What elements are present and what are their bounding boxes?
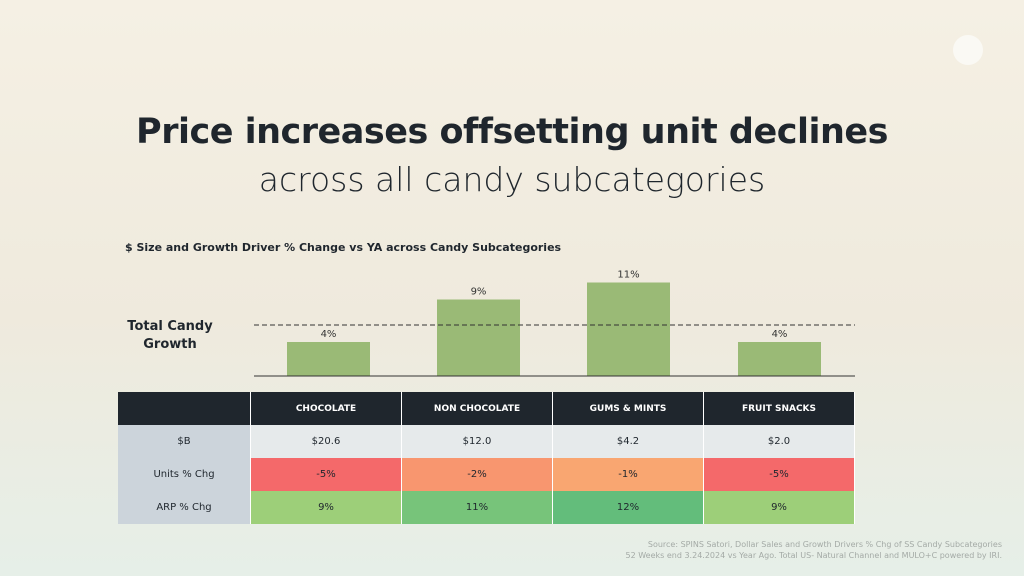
bar [287,342,370,376]
column-header [118,392,251,425]
table-cell: -5% [250,458,402,491]
column-header: FRUIT SNACKS [703,392,855,425]
table-cell: $12.0 [401,425,553,458]
bar [437,299,520,376]
page-title: Price increases offsetting unit declines [136,112,888,152]
row-label: $B [118,425,251,458]
table-cell: $20.6 [250,425,402,458]
bar [587,282,670,376]
column-header: GUMS & MINTS [552,392,704,425]
reference-line-label: Total Candy Growth [127,319,213,352]
table-header-row: CHOCOLATE NON CHOCOLATE GUMS & MINTS FRUIT … [118,392,855,425]
source-line: 52 Weeks end 3.24.2024 vs Year Ago. Tota… [625,551,1003,560]
table-cell: $2.0 [703,425,855,458]
source-line: Source: SPINS Satori, Dollar Sales and G… [647,540,1002,549]
row-label: ARP % Chg [118,491,251,524]
table-cell: 11% [401,491,553,524]
data-label: 4% [772,329,788,340]
table-cell: -5% [703,458,855,491]
bar [738,342,821,376]
bar-chart: 4% 9% 11% 4% [254,270,855,377]
table-cell: 12% [552,491,704,524]
table-row: ARP % Chg 9% 11% 12% 9% [118,491,855,524]
data-label: 11% [617,270,639,281]
column-header: NON CHOCOLATE [401,392,553,425]
column-header: CHOCOLATE [250,392,402,425]
chart-title: $ Size and Growth Driver % Change vs YA … [125,241,562,254]
table-row: Units % Chg -5% -2% -1% -5% [118,458,855,491]
page-subtitle: across all candy subcategories [258,160,766,199]
source-note: Source: SPINS Satori, Dollar Sales and G… [626,539,1003,561]
globe-logo-icon [953,35,983,65]
table-cell: 9% [250,491,402,524]
table-cell: $4.2 [552,425,704,458]
table-row: $B $20.6 $12.0 $4.2 $2.0 [118,425,855,458]
data-label: 9% [471,287,487,298]
table-cell: -1% [552,458,704,491]
table-cell: -2% [401,458,553,491]
drivers-table: CHOCOLATE NON CHOCOLATE GUMS & MINTS FRUIT … [118,392,855,524]
data-label: 4% [321,329,337,340]
row-label: Units % Chg [118,458,251,491]
table-cell: 9% [703,491,855,524]
